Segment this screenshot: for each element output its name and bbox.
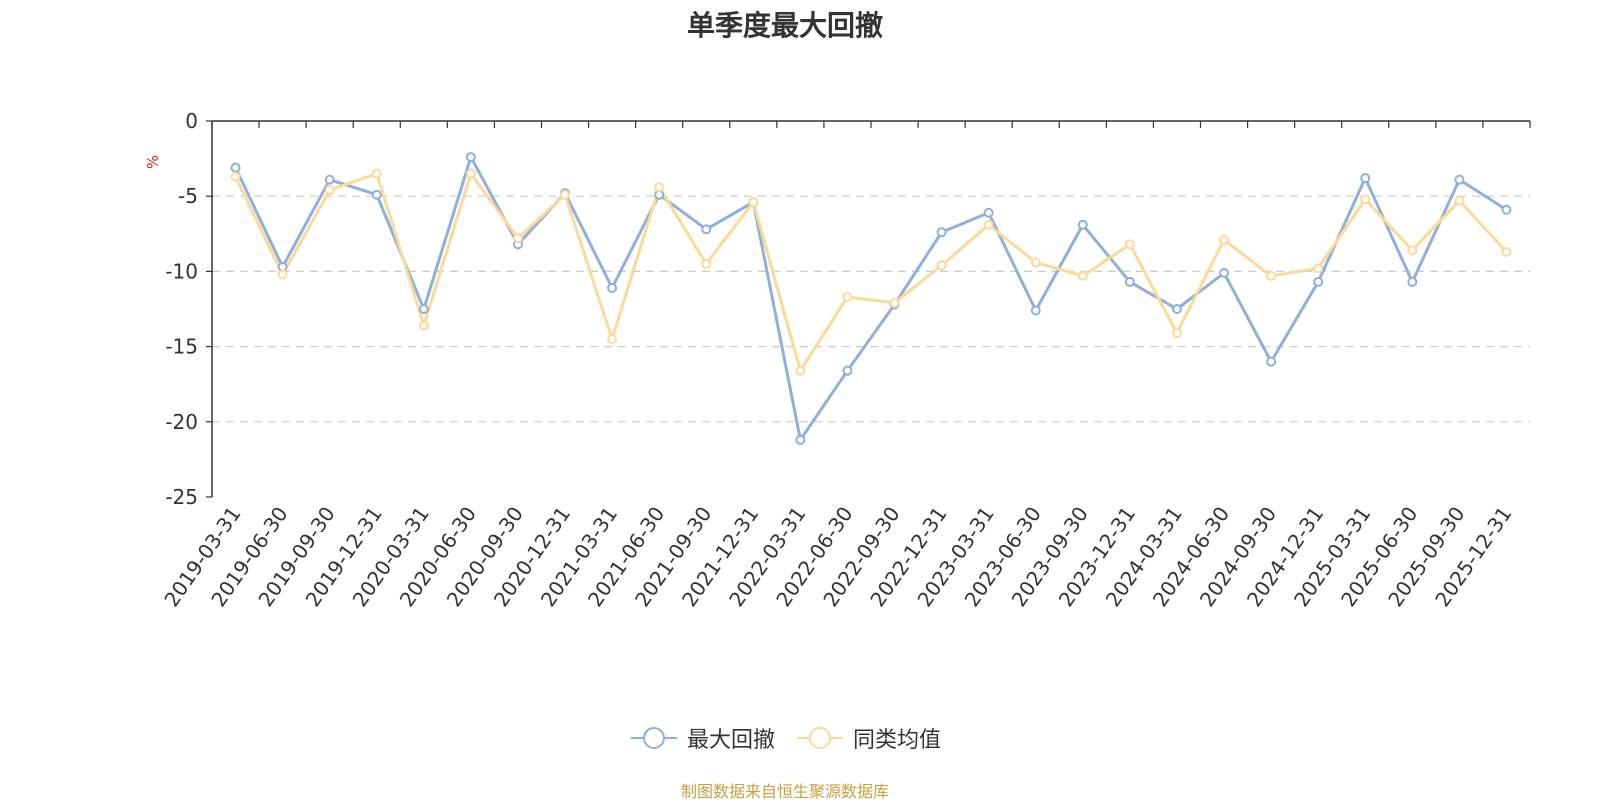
y-tick-label: -5 <box>178 184 198 208</box>
series-line-2 <box>234 172 1508 373</box>
data-point-2 <box>324 185 335 196</box>
data-point-2 <box>889 297 900 308</box>
data-point-1 <box>1030 305 1041 316</box>
legend-item-series2[interactable]: 同类均值 <box>795 722 941 754</box>
y-tick-label: -15 <box>165 335 198 359</box>
data-point-2 <box>748 197 759 208</box>
data-point-1 <box>1219 267 1230 278</box>
data-point-1 <box>1407 276 1418 287</box>
data-point-2 <box>465 168 476 179</box>
legend-label-series2: 同类均值 <box>853 728 942 753</box>
data-point-1 <box>607 282 618 293</box>
data-point-1 <box>371 189 382 200</box>
y-tick-label: -10 <box>165 259 198 283</box>
data-point-1 <box>1266 356 1277 367</box>
data-point-2 <box>983 219 994 230</box>
data-point-2 <box>1407 245 1418 256</box>
data-point-2 <box>701 258 712 269</box>
data-point-1 <box>983 207 994 218</box>
data-point-1 <box>936 227 947 238</box>
data-point-1 <box>1501 204 1512 215</box>
chart-title: 单季度最大回撤 <box>686 9 883 42</box>
legend-label-series1: 最大回撤 <box>686 728 775 753</box>
legend-line-icon <box>630 727 677 749</box>
data-point-1 <box>795 434 806 445</box>
data-point-2 <box>1360 194 1371 205</box>
legend-line-icon <box>797 727 843 749</box>
data-point-2 <box>1454 195 1465 206</box>
data-point-2 <box>1171 328 1182 339</box>
data-point-1 <box>842 365 853 376</box>
data-point-2 <box>371 168 382 179</box>
y-tick-label: -25 <box>165 485 198 509</box>
legend-item-series1[interactable]: 最大回撤 <box>629 722 775 754</box>
data-point-1 <box>230 162 241 173</box>
data-point-1 <box>701 224 712 235</box>
data-point-1 <box>418 304 429 314</box>
data-point-2 <box>1266 270 1277 281</box>
data-point-1 <box>1124 276 1135 287</box>
data-point-2 <box>1501 246 1512 257</box>
data-point-1 <box>1313 276 1324 287</box>
data-point-2 <box>418 320 429 331</box>
data-point-2 <box>795 365 806 376</box>
data-point-1 <box>1360 173 1371 184</box>
source-note: 制图数据来自恒生聚源数据库 <box>680 782 889 801</box>
data-point-2 <box>607 334 618 345</box>
y-tick-label: -20 <box>165 410 198 434</box>
data-point-2 <box>512 233 523 244</box>
y-tick-label: 0 <box>185 109 198 133</box>
data-point-2 <box>560 189 571 200</box>
data-point-1 <box>1171 304 1182 314</box>
legend: 最大回撤 同类均值 <box>0 722 1570 754</box>
data-point-1 <box>465 152 476 163</box>
data-point-1 <box>1454 174 1465 185</box>
data-point-2 <box>277 269 288 280</box>
data-point-2 <box>654 182 665 193</box>
data-point-1 <box>1077 219 1088 230</box>
data-point-2 <box>1219 234 1230 245</box>
data-point-2 <box>1313 263 1324 274</box>
data-point-1 <box>324 174 335 185</box>
data-point-2 <box>1124 239 1135 250</box>
data-point-2 <box>1077 270 1088 281</box>
y-axis-unit: % <box>144 155 162 169</box>
data-point-2 <box>230 171 241 182</box>
data-point-2 <box>936 260 947 271</box>
data-point-2 <box>842 291 853 302</box>
data-point-2 <box>1030 257 1041 268</box>
series-line-1 <box>234 155 1508 442</box>
